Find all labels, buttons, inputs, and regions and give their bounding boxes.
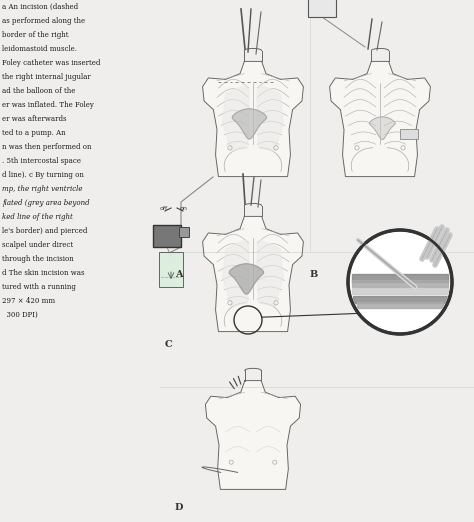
Text: as performed along the: as performed along the [2,17,85,25]
Text: 300 DPI): 300 DPI) [2,311,38,319]
Text: d line). c By turning on: d line). c By turning on [2,171,84,179]
Polygon shape [256,240,283,306]
Text: ted to a pump. An: ted to a pump. An [2,129,65,137]
Text: flated (grey area beyond: flated (grey area beyond [2,199,90,207]
Text: scalpel under direct: scalpel under direct [2,241,73,249]
Text: n was then performed on: n was then performed on [2,143,91,151]
Bar [354,296,447,303]
Text: a An incision (dashed: a An incision (dashed [2,3,78,11]
Bar [357,302,443,308]
Bar [400,129,418,139]
Text: the right internal jugular: the right internal jugular [2,73,91,81]
Text: through the incision: through the incision [2,255,74,263]
Polygon shape [205,381,301,490]
Text: d The skin incision was: d The skin incision was [2,269,84,277]
Circle shape [348,230,452,334]
Text: on: on [180,206,188,211]
Bar [352,274,448,282]
Text: D: D [175,503,183,512]
Text: leidomastoid muscle.: leidomastoid muscle. [2,45,77,53]
Polygon shape [256,85,283,151]
Text: ked line of the right: ked line of the right [2,213,73,221]
Polygon shape [232,109,266,139]
Polygon shape [202,62,303,176]
Bar [159,252,183,287]
Polygon shape [202,217,303,331]
Bar [179,227,189,237]
Polygon shape [223,85,249,151]
Bar [308,0,336,17]
Text: A: A [175,270,182,279]
Text: B: B [310,270,318,279]
Text: ad the balloon of the: ad the balloon of the [2,87,75,95]
Text: tured with a running: tured with a running [2,283,76,291]
Bar [352,288,448,294]
Polygon shape [229,264,264,294]
Text: border of the right: border of the right [2,31,69,39]
Text: mp, the right ventricle: mp, the right ventricle [2,185,82,193]
Text: er was afterwards: er was afterwards [2,115,66,123]
Polygon shape [223,240,249,306]
Text: le's border) and pierced: le's border) and pierced [2,227,87,235]
Text: Foley catheter was inserted: Foley catheter was inserted [2,59,100,67]
Text: . 5th intercostal space: . 5th intercostal space [2,157,81,165]
Text: 297 × 420 mm: 297 × 420 mm [2,297,55,305]
Text: er was inflated. The Foley: er was inflated. The Foley [2,101,94,109]
Text: off: off [160,206,168,211]
Polygon shape [369,117,395,139]
Bar [352,280,448,287]
Polygon shape [329,62,430,176]
Text: C: C [165,340,173,349]
Bar [153,225,181,247]
